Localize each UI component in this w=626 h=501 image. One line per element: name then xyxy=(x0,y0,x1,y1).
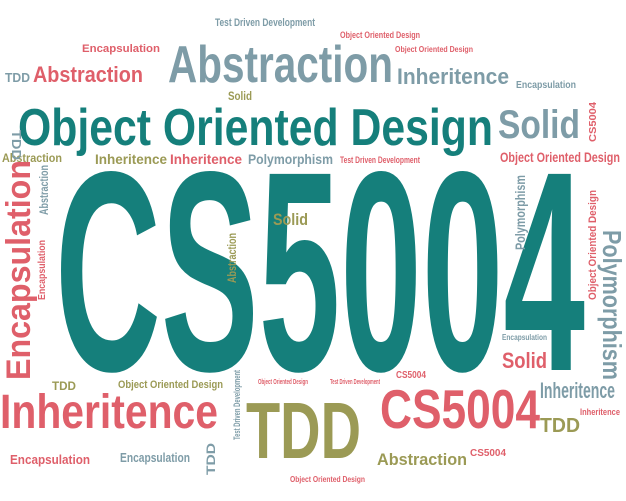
cloud-word: Abstraction xyxy=(225,233,239,283)
cloud-word: Abstraction xyxy=(37,165,51,215)
cloud-word: Object Oriented Design xyxy=(340,30,420,40)
cloud-word: TDD xyxy=(204,443,218,475)
cloud-word: Test Driven Development xyxy=(232,370,242,440)
cloud-word: Test Driven Development xyxy=(215,17,315,29)
cloud-word: TDD xyxy=(540,415,580,437)
cloud-word: Encapsulation xyxy=(37,240,48,300)
cloud-word: Inheritence xyxy=(540,378,615,403)
cloud-word: Object Oriented Design xyxy=(500,149,620,165)
cloud-word: CS5004 xyxy=(588,102,599,142)
cloud-word: Object Oriented Design xyxy=(290,475,365,484)
cloud-word: Solid xyxy=(502,348,547,373)
cloud-word: Object Oriented Design xyxy=(118,379,223,391)
cloud-word: TDD xyxy=(246,386,361,475)
cloud-word: TDD xyxy=(52,379,76,393)
cloud-word: Object Oriented Design xyxy=(18,99,493,157)
cloud-word: Object Oriented Design xyxy=(258,379,308,386)
cloud-word: TDD xyxy=(5,70,30,85)
cloud-word: Encapsulation xyxy=(10,452,90,467)
cloud-word: Object Oriented Design xyxy=(587,190,599,300)
cloud-word: CS5004 xyxy=(396,370,426,381)
cloud-word: Inheritence xyxy=(397,64,509,89)
cloud-word: Abstraction xyxy=(168,36,393,94)
cloud-word: Encapsulation xyxy=(120,450,190,465)
cloud-word: Polymorphism xyxy=(248,151,333,167)
cloud-word: Encapsulation xyxy=(0,160,38,380)
cloud-word: Inheritence xyxy=(170,151,242,167)
cloud-word: Abstraction xyxy=(2,151,62,165)
cloud-word: CS5004 xyxy=(55,113,586,431)
cloud-word: Solid xyxy=(498,103,580,147)
cloud-word: Polymorphism xyxy=(597,230,626,380)
cloud-word: Polymorphism xyxy=(512,175,528,250)
cloud-word: Solid xyxy=(228,89,252,103)
cloud-word: Test Driven Development xyxy=(330,379,380,386)
cloud-word: TDD xyxy=(9,130,24,160)
cloud-word: Encapsulation xyxy=(82,43,160,55)
cloud-word: Inheritence xyxy=(580,407,620,417)
cloud-word: Object Oriented Design xyxy=(395,45,473,54)
cloud-word: Inheritence xyxy=(95,151,167,167)
cloud-word: Solid xyxy=(273,210,308,229)
cloud-word: CS5004 xyxy=(380,378,540,440)
cloud-word: Test Driven Development xyxy=(340,155,420,165)
cloud-word: CS5004 xyxy=(470,448,506,459)
cloud-word: Abstraction xyxy=(377,450,467,469)
cloud-word: Inheritence xyxy=(0,386,218,439)
cloud-word: Encapsulation xyxy=(516,80,576,91)
cloud-word: Encapsulation xyxy=(502,333,547,342)
cloud-word: Abstraction xyxy=(33,62,143,87)
